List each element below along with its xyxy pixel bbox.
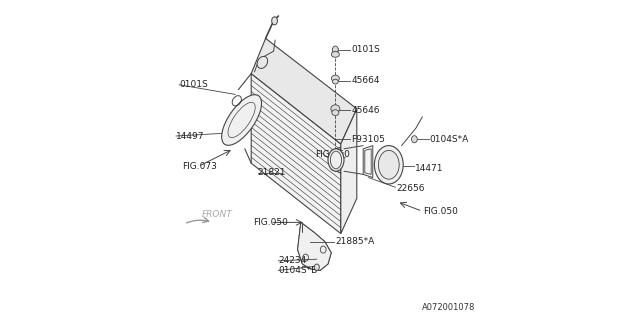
Ellipse shape [272, 17, 278, 25]
Polygon shape [251, 74, 340, 234]
Polygon shape [298, 222, 332, 270]
Ellipse shape [328, 149, 344, 171]
Text: FIG.073: FIG.073 [182, 162, 217, 171]
Text: F93105: F93105 [351, 135, 385, 144]
Text: 14497: 14497 [176, 132, 205, 140]
Text: FRONT: FRONT [202, 210, 232, 219]
Polygon shape [364, 146, 372, 178]
Text: 0101S: 0101S [179, 80, 208, 89]
Polygon shape [340, 109, 357, 234]
Text: 0101S: 0101S [351, 45, 380, 54]
Polygon shape [251, 38, 357, 144]
Ellipse shape [333, 46, 339, 53]
Text: 0104S*A: 0104S*A [430, 135, 469, 144]
Text: FIG.050: FIG.050 [253, 218, 287, 227]
Ellipse shape [374, 146, 403, 184]
Ellipse shape [221, 95, 262, 145]
Text: 22656: 22656 [396, 184, 425, 193]
Text: 21885*A: 21885*A [335, 237, 374, 246]
Ellipse shape [378, 150, 399, 179]
Text: FIG.050: FIG.050 [315, 150, 350, 159]
Text: 21821: 21821 [258, 168, 286, 177]
Text: 0104S*B: 0104S*B [278, 266, 317, 275]
Text: 24234: 24234 [278, 256, 307, 265]
Ellipse shape [412, 136, 417, 143]
Ellipse shape [332, 75, 339, 82]
Text: 14471: 14471 [415, 164, 444, 172]
Ellipse shape [333, 79, 339, 84]
Ellipse shape [331, 105, 340, 113]
Ellipse shape [332, 52, 339, 57]
Text: FIG.050: FIG.050 [423, 207, 458, 216]
Text: 45646: 45646 [351, 106, 380, 115]
Text: 45664: 45664 [351, 76, 380, 85]
Text: A072001078: A072001078 [422, 303, 475, 312]
Ellipse shape [314, 264, 319, 270]
Ellipse shape [332, 110, 339, 116]
Ellipse shape [257, 56, 268, 68]
